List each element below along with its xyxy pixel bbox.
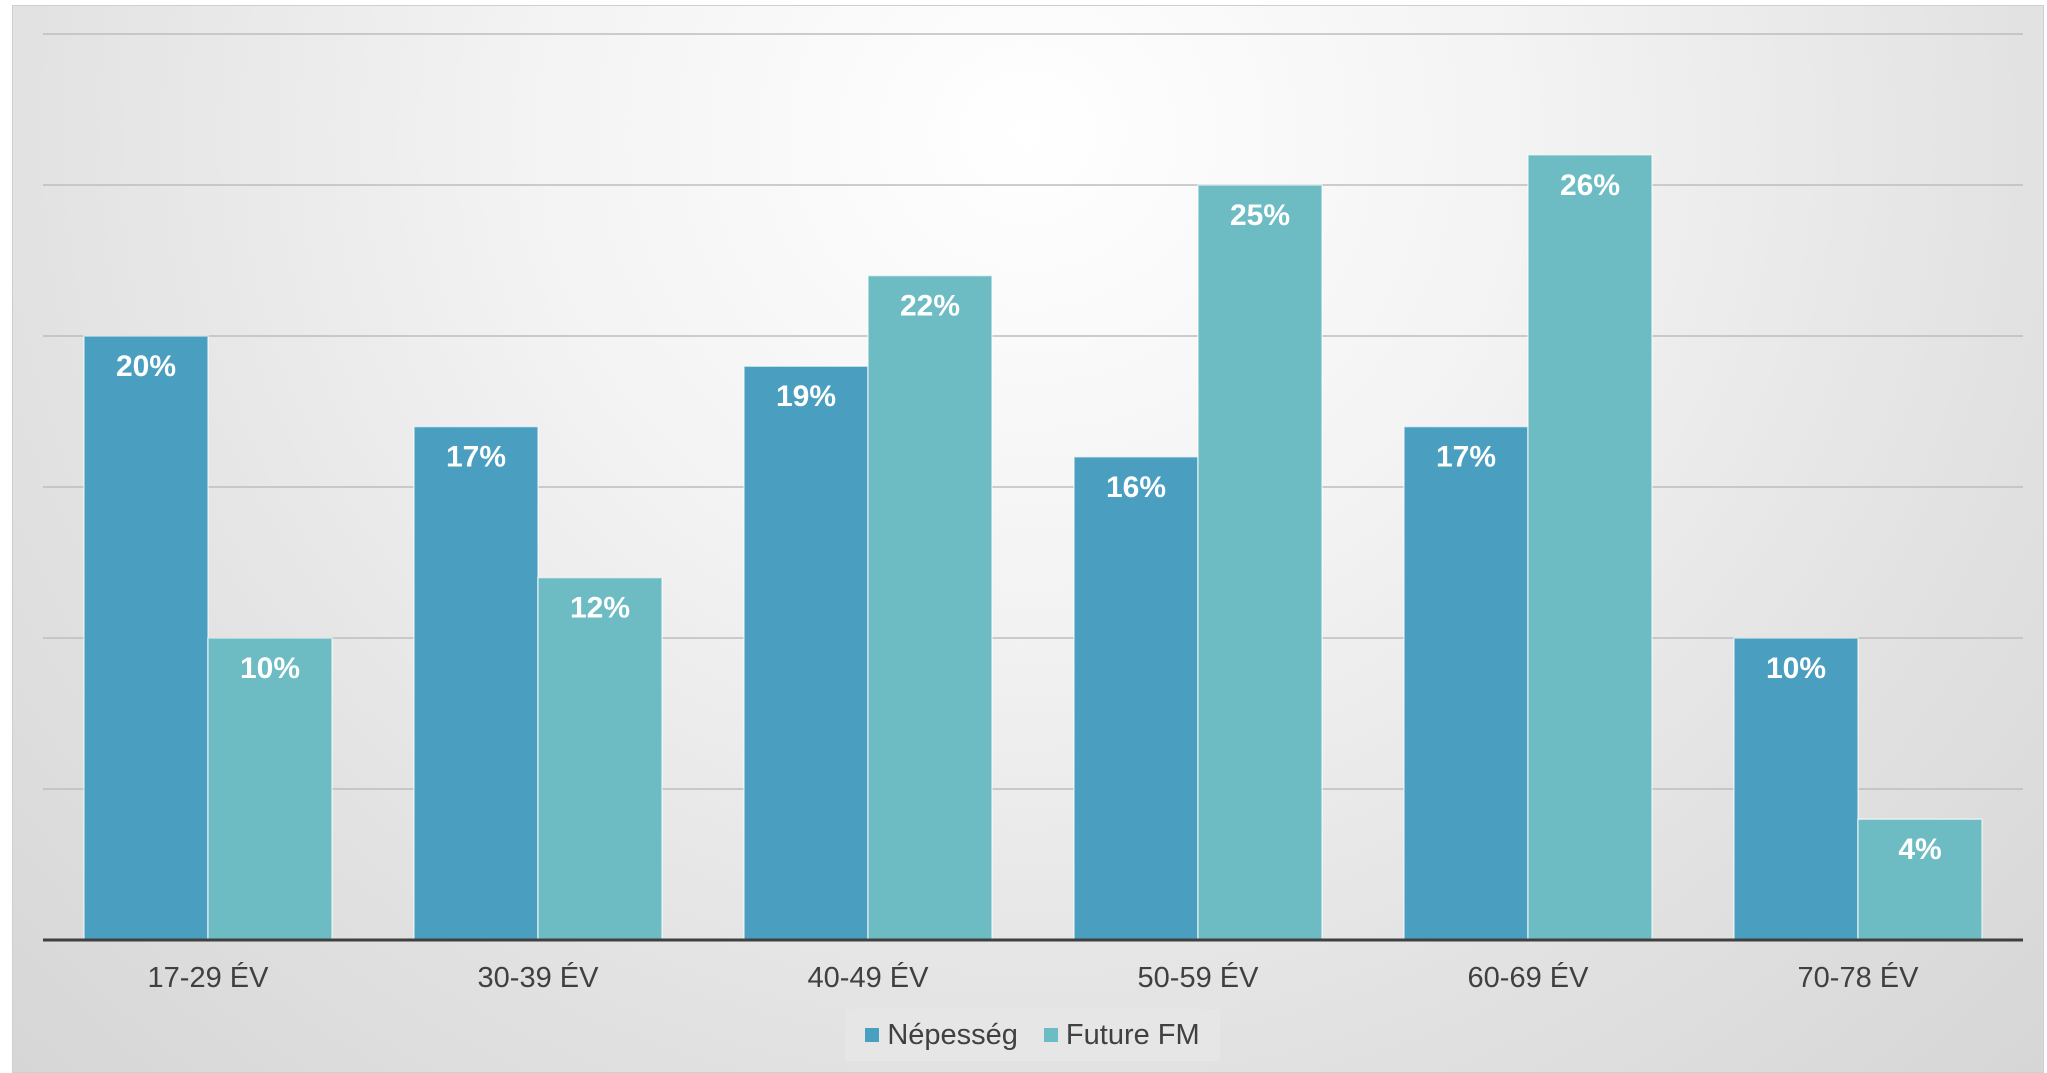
- bar-future-fm: [537, 576, 663, 941]
- bar-future-fm: [1527, 154, 1653, 941]
- chart-legend: Népesség Future FM: [845, 1009, 1220, 1061]
- bar-nepesseg: [743, 365, 869, 941]
- bar-nepesseg: [413, 425, 539, 941]
- bar-future-fm: [1857, 818, 1983, 941]
- data-label: 19%: [776, 380, 836, 413]
- data-label: 17%: [1436, 441, 1496, 474]
- x-tick-label: 60-69 ÉV: [1468, 961, 1590, 994]
- x-tick-label: 50-59 ÉV: [1138, 961, 1260, 994]
- bar-nepesseg: [83, 335, 209, 941]
- data-label: 17%: [446, 441, 506, 474]
- data-label: 12%: [570, 592, 630, 625]
- bar-future-fm: [1197, 184, 1323, 941]
- data-label: 16%: [1106, 471, 1166, 504]
- data-label: 10%: [1766, 652, 1826, 685]
- data-label: 22%: [900, 290, 960, 323]
- legend-item-nepesseg: Népesség: [865, 1019, 1018, 1052]
- legend-swatch-nepesseg: [865, 1028, 880, 1042]
- legend-item-future-fm: Future FM: [1043, 1018, 1200, 1052]
- bar-nepesseg: [1403, 425, 1529, 941]
- legend-label-future-fm: Future FM: [1065, 1018, 1200, 1051]
- data-label: 10%: [240, 652, 300, 685]
- x-tick-label: 17-29 ÉV: [148, 961, 270, 994]
- data-label: 4%: [1898, 833, 1941, 866]
- legend-swatch-future-fm: [1043, 1028, 1058, 1042]
- x-tick-label: 70-78 ÉV: [1798, 961, 1920, 994]
- data-label: 26%: [1560, 169, 1620, 202]
- bar-nepesseg: [1073, 456, 1199, 941]
- chart-area: [12, 5, 2044, 1073]
- x-tick-label: 30-39 ÉV: [478, 961, 600, 994]
- data-label: 20%: [116, 350, 176, 383]
- bar-future-fm: [867, 274, 993, 941]
- bar-nepesseg: [1733, 637, 1859, 941]
- legend-label-nepesseg: Népesség: [887, 1018, 1018, 1051]
- data-label: 25%: [1230, 199, 1290, 232]
- x-tick-label: 40-49 ÉV: [808, 961, 930, 994]
- bar-future-fm: [207, 637, 333, 941]
